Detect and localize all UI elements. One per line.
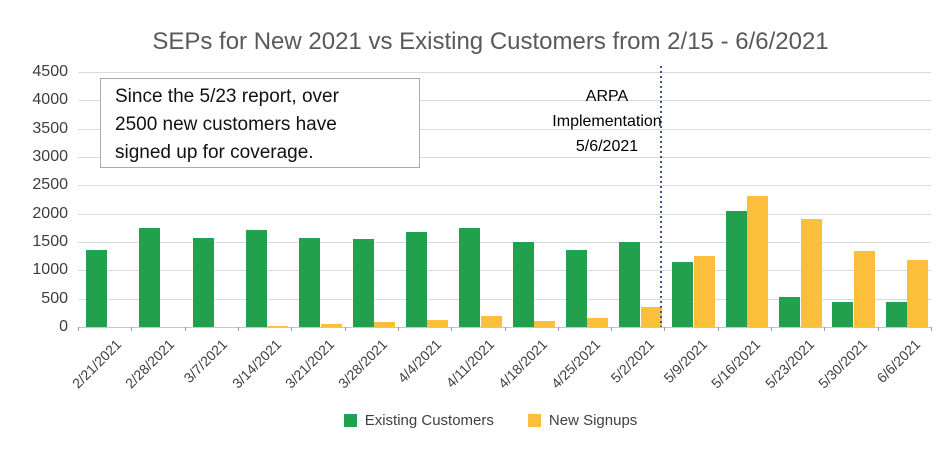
gridline (78, 213, 931, 215)
bar-new-5/23/2021 (800, 218, 822, 327)
x-axis-tick (291, 327, 293, 331)
x-axis-tick (931, 327, 932, 331)
bar-new-5/30/2021 (853, 250, 875, 327)
x-axis-tick (664, 327, 666, 331)
gridline (78, 72, 931, 73)
y-axis-tick-label: 4500 (32, 63, 68, 80)
bar-new-5/2/2021 (640, 307, 662, 327)
bar-existing-5/9/2021 (672, 261, 694, 327)
arpa-implementation-label: ARPA Implementation 5/6/2021 (527, 84, 687, 159)
y-axis-tick-label: 1000 (32, 261, 68, 279)
bar-new-3/28/2021 (374, 321, 396, 327)
bar-existing-4/25/2021 (565, 249, 587, 327)
legend-item-new-signups: New Signups (527, 412, 638, 429)
bar-existing-5/2/2021 (619, 242, 641, 327)
legend-label: Existing Customers (364, 412, 494, 429)
y-axis-tick-label: 3000 (32, 148, 68, 165)
annotation-line: Since the 5/23 report, over (115, 86, 339, 107)
x-axis-tick (451, 327, 453, 331)
chart-title: SEPs for New 2021 vs Existing Customers … (152, 28, 829, 55)
gridline (78, 100, 931, 102)
legend-item-existing-customers: Existing Customers (343, 412, 494, 429)
bar-existing-3/14/2021 (245, 230, 267, 327)
x-axis-tick (237, 327, 239, 331)
gridline (78, 270, 931, 272)
arpa-label-line: 5/6/2021 (575, 138, 639, 155)
y-axis-tick-label: 0 (59, 318, 68, 335)
arpa-implementation-vline (660, 66, 663, 327)
x-axis-tick (397, 327, 399, 331)
bar-existing-4/18/2021 (512, 242, 534, 327)
y-axis-tick-label: 4000 (32, 91, 68, 109)
x-axis-tick (131, 327, 133, 331)
arpa-label-line: Implementation (552, 113, 662, 130)
bar-existing-4/4/2021 (405, 232, 427, 327)
bar-new-5/16/2021 (747, 196, 769, 327)
chart-legend: Existing Customers New Signups (15, 412, 951, 429)
y-axis-tick-label: 2000 (32, 204, 68, 222)
gridline (78, 157, 931, 158)
bar-new-4/18/2021 (534, 320, 555, 327)
gridline (78, 128, 931, 130)
bar-new-3/14/2021 (267, 325, 289, 327)
bar-new-4/25/2021 (587, 317, 609, 327)
x-axis-tick (184, 327, 186, 331)
bar-new-6/6/2021 (907, 260, 929, 327)
bar-new-3/21/2021 (320, 323, 342, 327)
y-axis-tick-label: 500 (41, 289, 68, 307)
legend-label: New Signups (548, 412, 638, 429)
bar-existing-4/11/2021 (459, 227, 481, 327)
existing-customers-swatch-icon (343, 414, 357, 427)
bar-existing-5/30/2021 (832, 302, 854, 327)
arpa-label-line: ARPA (585, 88, 629, 105)
gridline (78, 185, 931, 187)
x-axis-tick (78, 327, 79, 331)
bar-existing-5/23/2021 (779, 296, 801, 327)
new-signups-swatch-icon (527, 414, 541, 427)
bar-existing-6/6/2021 (885, 302, 907, 327)
x-axis-tick (877, 327, 879, 331)
annotation-line: 2500 new customers have (115, 114, 337, 135)
bar-existing-5/16/2021 (725, 211, 747, 327)
x-axis-tick (717, 327, 719, 331)
bar-new-4/4/2021 (427, 319, 449, 327)
x-axis-tick (611, 327, 613, 331)
annotation-textbox: Since the 5/23 report, over 2500 new cus… (100, 78, 420, 168)
bar-existing-3/28/2021 (352, 239, 374, 327)
bar-existing-3/21/2021 (299, 238, 321, 327)
annotation-line: signed up for coverage. (115, 142, 314, 163)
x-axis-tick (344, 327, 346, 331)
y-axis-tick-label: 1500 (32, 233, 68, 250)
y-axis-tick-label: 3500 (32, 119, 68, 137)
bar-new-5/9/2021 (693, 255, 715, 327)
bar-existing-3/7/2021 (192, 238, 214, 327)
gridline (78, 242, 931, 243)
bar-existing-2/21/2021 (86, 249, 107, 327)
bar-existing-2/28/2021 (139, 228, 161, 327)
gridline (78, 298, 931, 300)
y-axis-tick-label: 2500 (32, 176, 68, 194)
x-axis-tick (824, 327, 826, 331)
x-axis-tick (557, 327, 559, 331)
x-axis-tick (771, 327, 773, 331)
x-axis-tick (504, 327, 506, 331)
bar-new-4/11/2021 (480, 315, 502, 327)
